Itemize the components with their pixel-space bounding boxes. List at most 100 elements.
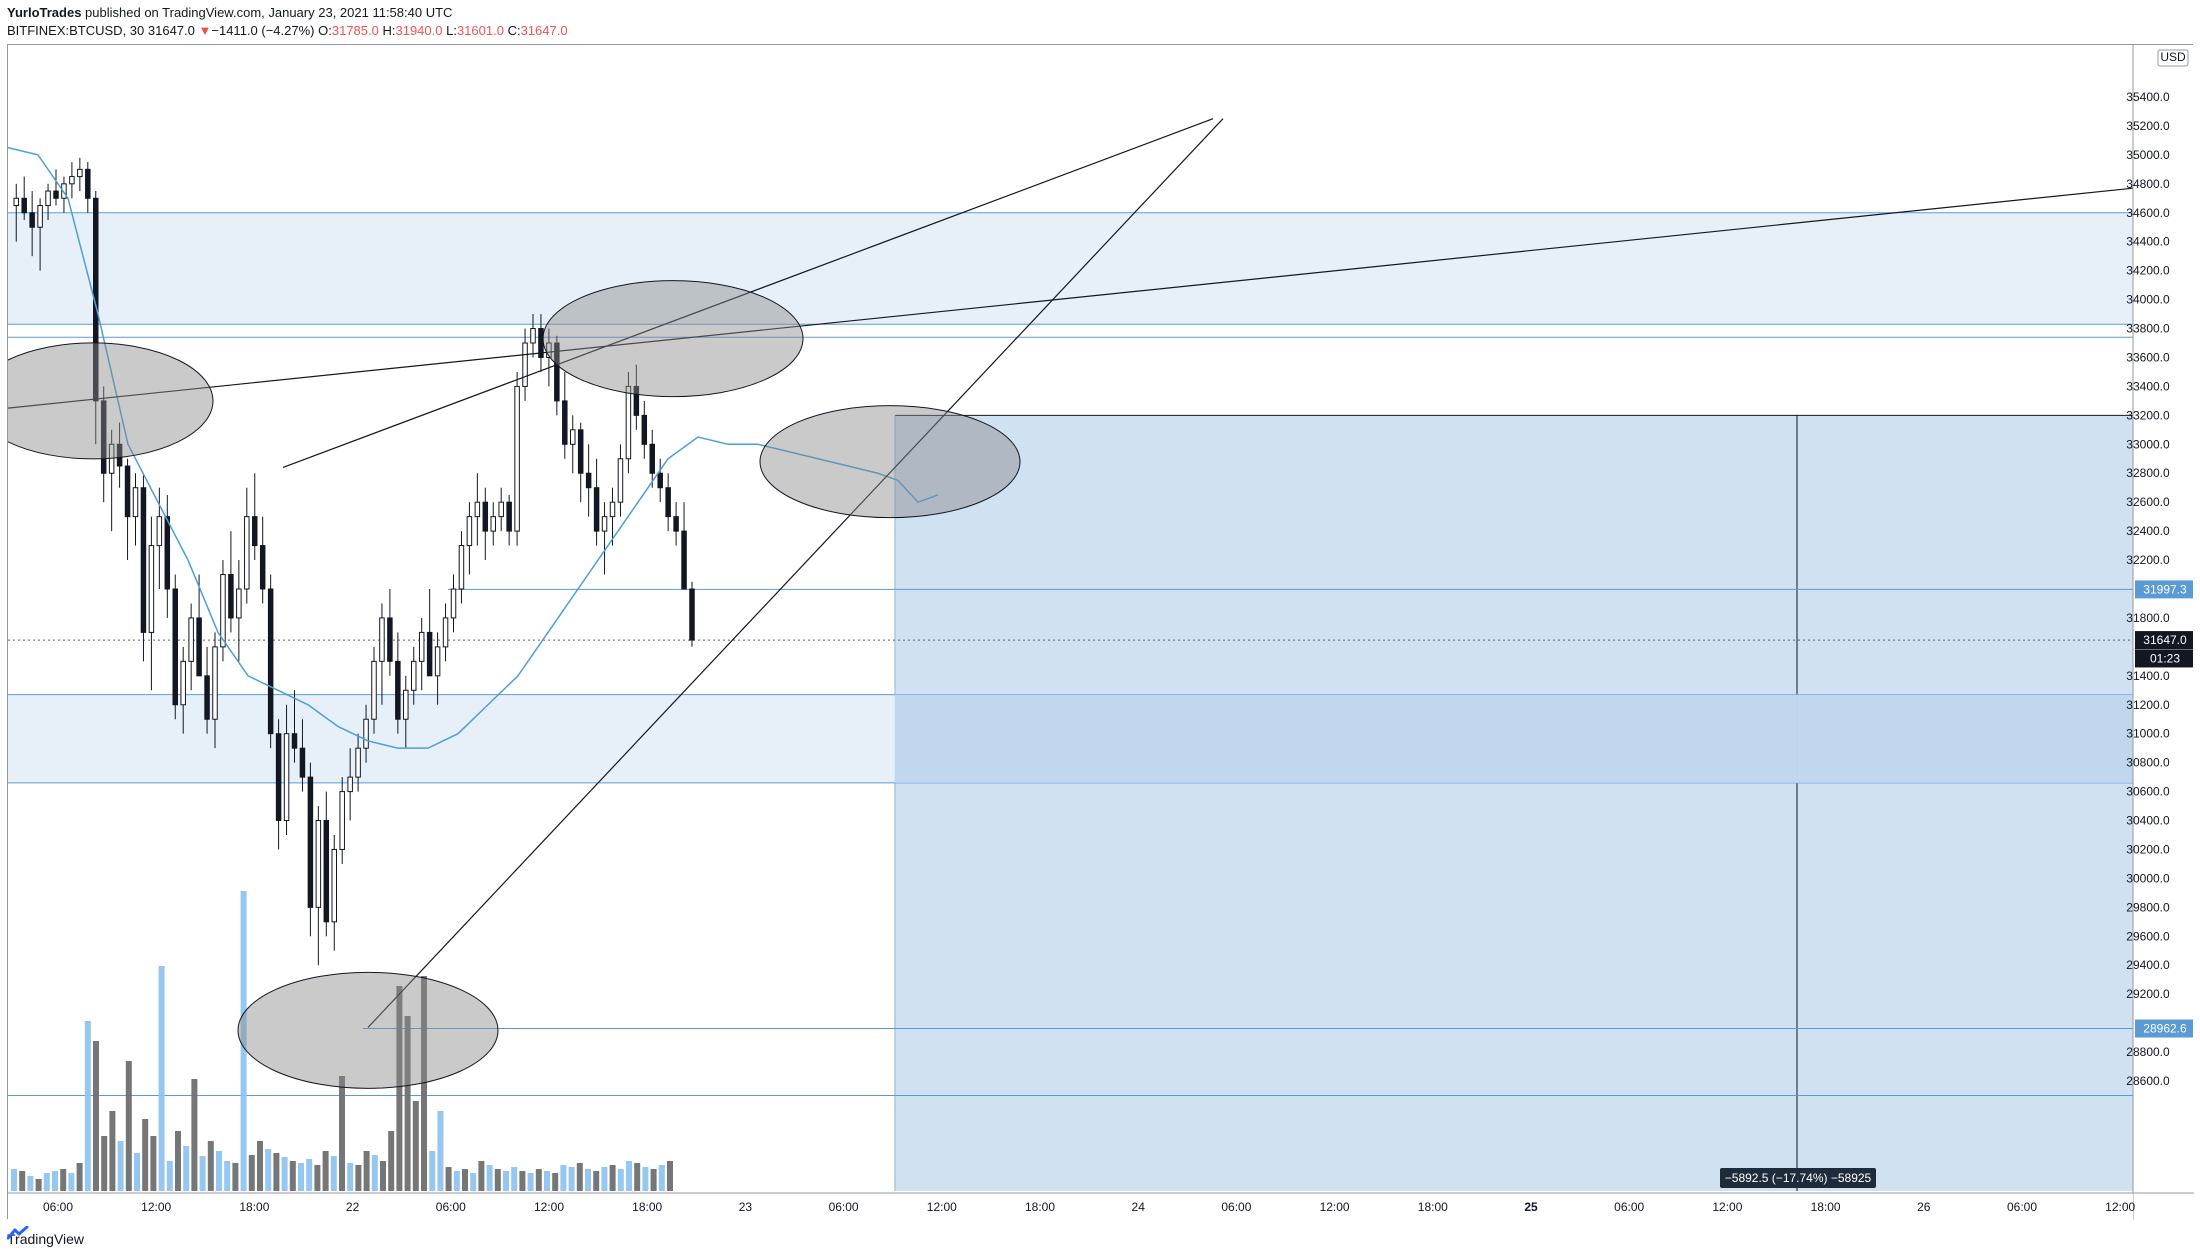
price-tick-label: 30000.0 bbox=[2126, 871, 2170, 885]
price-tick-label: 29400.0 bbox=[2126, 958, 2170, 972]
candle bbox=[21, 197, 27, 214]
time-tick-label: 18:00 bbox=[239, 1200, 269, 1214]
volume-bar bbox=[404, 1016, 411, 1191]
volume-bar bbox=[117, 1141, 124, 1191]
candle bbox=[267, 588, 274, 735]
highlight-ellipse-3[interactable] bbox=[237, 971, 499, 1089]
volume-bar bbox=[380, 1161, 386, 1191]
symbol-label[interactable]: BITFINEX:BTCUSD, 30 bbox=[7, 23, 145, 38]
volume-bar bbox=[150, 1136, 157, 1191]
candle bbox=[442, 617, 449, 648]
candle bbox=[29, 212, 35, 228]
volume-bar bbox=[306, 1159, 313, 1191]
time-tick-label: 12:00 bbox=[534, 1200, 564, 1214]
price-label-bg bbox=[2135, 649, 2193, 668]
price-tick-label: 30400.0 bbox=[2126, 814, 2170, 828]
volume-bar bbox=[134, 1153, 140, 1191]
volume-bar bbox=[347, 1163, 354, 1191]
candle bbox=[387, 617, 393, 662]
candle bbox=[315, 820, 322, 908]
price-tick-label: 35400.0 bbox=[2126, 90, 2170, 104]
volume-bar bbox=[494, 1169, 501, 1191]
highlight-ellipse-0[interactable] bbox=[8, 342, 214, 460]
candle bbox=[577, 429, 584, 474]
trend-line-rising[interactable] bbox=[367, 118, 1224, 1028]
price-label-bg bbox=[2135, 580, 2193, 599]
trend-line-upper[interactable] bbox=[282, 118, 1214, 469]
candle bbox=[689, 588, 695, 641]
tradingview-logo-icon[interactable] bbox=[7, 1226, 29, 1240]
currency-box bbox=[2157, 49, 2189, 67]
volume-bar bbox=[519, 1171, 526, 1191]
volume-bar bbox=[273, 1153, 280, 1191]
moving-average-line[interactable] bbox=[8, 146, 939, 749]
price-tick-label: 30600.0 bbox=[2126, 785, 2170, 799]
price-tick-label: 31000.0 bbox=[2126, 727, 2170, 741]
author-name[interactable]: YurloTrades bbox=[7, 5, 82, 20]
volume-bar bbox=[617, 1169, 624, 1191]
candle bbox=[100, 400, 107, 474]
close-label: C: bbox=[507, 23, 521, 38]
candle bbox=[196, 617, 202, 677]
price-axis-label[interactable]: 28962.6 bbox=[2143, 1022, 2187, 1036]
volume-bar bbox=[371, 1155, 378, 1191]
volume-bar bbox=[609, 1165, 616, 1191]
volume-bar bbox=[11, 1169, 17, 1191]
candle bbox=[665, 487, 671, 518]
volume-bar bbox=[158, 966, 165, 1191]
volume-bar bbox=[216, 1151, 222, 1191]
highlight-ellipse-1[interactable] bbox=[542, 280, 804, 398]
candle bbox=[204, 675, 210, 720]
time-tick-label: 06:00 bbox=[436, 1200, 466, 1214]
volume-bar bbox=[207, 1141, 214, 1191]
candle bbox=[85, 168, 91, 199]
volume-bar bbox=[166, 1161, 173, 1191]
price-tick-label: 33000.0 bbox=[2126, 437, 2170, 451]
price-tick-label: 34800.0 bbox=[2126, 177, 2170, 191]
currency-label[interactable]: USD bbox=[2160, 50, 2186, 64]
open-label: O: bbox=[318, 23, 332, 38]
price-chart[interactable]: USD 35400.0 35200.0 35000.0 34800.0 34600.0 34… bbox=[8, 45, 2194, 1220]
candle bbox=[363, 718, 369, 749]
price-axis-label[interactable]: 01:23 bbox=[2150, 651, 2180, 665]
candle bbox=[61, 183, 67, 199]
volume-bar bbox=[281, 1157, 288, 1191]
volume-bar bbox=[93, 1041, 99, 1191]
price-tick-label: 31400.0 bbox=[2126, 669, 2170, 683]
candle bbox=[148, 545, 155, 633]
volume-bar bbox=[585, 1169, 591, 1191]
price-tick-label: 30800.0 bbox=[2126, 756, 2170, 770]
zone-0[interactable] bbox=[8, 212, 2133, 325]
volume-bar bbox=[125, 1061, 132, 1191]
volume-bar bbox=[109, 1111, 116, 1191]
price-axis-label[interactable]: 31997.3 bbox=[2143, 582, 2187, 596]
highlight-ellipse-2[interactable] bbox=[759, 405, 1021, 519]
candle bbox=[657, 472, 663, 489]
candle bbox=[140, 487, 147, 633]
candle bbox=[53, 190, 59, 199]
low-value: 31601.0 bbox=[456, 23, 504, 38]
price-tick-label: 29600.0 bbox=[2126, 929, 2170, 943]
measure-label[interactable]: −5892.5 (−17.74%) −58925 bbox=[1725, 1171, 1872, 1185]
projection-box[interactable] bbox=[895, 415, 2133, 1192]
chart-area[interactable]: USD 35400.0 35200.0 35000.0 34800.0 34600.0 34… bbox=[7, 44, 2194, 1220]
trend-line-long[interactable] bbox=[8, 187, 2134, 409]
footer: TradingView bbox=[7, 1226, 84, 1252]
chart-header: YurloTrades published on TradingView.com… bbox=[7, 4, 568, 40]
candle bbox=[411, 660, 417, 691]
volume-bar bbox=[568, 1167, 575, 1191]
price-axis-label[interactable]: 31647.0 bbox=[2143, 633, 2187, 647]
volume-bar bbox=[183, 1146, 190, 1191]
volume-bar bbox=[142, 1119, 149, 1191]
brand-label[interactable]: TradingView bbox=[7, 1231, 85, 1247]
candle bbox=[403, 689, 409, 720]
candle bbox=[641, 414, 648, 445]
time-tick-label: 06:00 bbox=[1221, 1200, 1251, 1214]
time-tick-label: 18:00 bbox=[1025, 1200, 1055, 1214]
measure-label-bg bbox=[1720, 1168, 1876, 1188]
volume-bar bbox=[240, 891, 247, 1191]
candle bbox=[514, 385, 520, 532]
volume-bar bbox=[35, 1179, 42, 1191]
candle bbox=[275, 733, 282, 822]
candle bbox=[498, 501, 504, 518]
